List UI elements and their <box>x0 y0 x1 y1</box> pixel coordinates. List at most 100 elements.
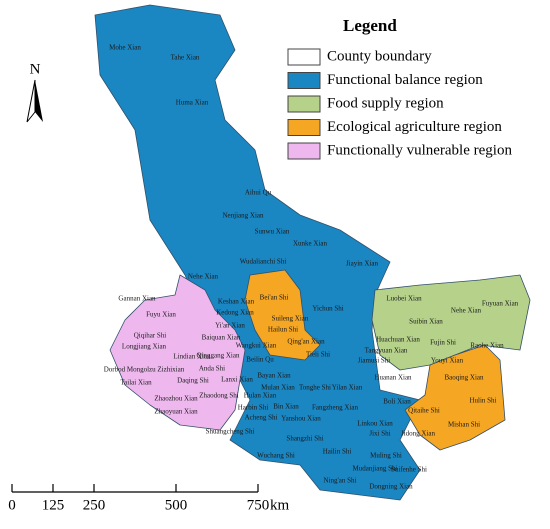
county-label: Dongning Xian <box>369 483 413 491</box>
legend-label: Functional balance region <box>327 72 483 88</box>
county-label: Raohe Xian <box>470 342 504 350</box>
county-label: Jixi Shi <box>369 430 390 438</box>
county-label: Mohe Xian <box>109 44 141 52</box>
county-label: Sunwu Xian <box>255 228 290 236</box>
county-label: Wuchang Shi <box>257 452 295 460</box>
legend-swatch <box>287 142 321 160</box>
county-label: Fuyu Xian <box>146 311 176 319</box>
county-label: Xunke Xian <box>293 240 328 248</box>
county-label: Mudanjiang Shi <box>353 465 398 473</box>
county-label: Hailin Shi <box>323 448 352 456</box>
county-label: Bei'an Shi <box>260 294 289 302</box>
county-label: Youyi Xian <box>431 357 464 365</box>
county-label: Wudalianchi Shi <box>240 258 287 266</box>
county-label: Qitaihe Shi <box>408 407 440 415</box>
county-label: Linkou Xian <box>357 420 393 428</box>
scale-tick-label: 500 <box>165 497 188 513</box>
legend-swatch <box>287 48 321 66</box>
county-label: Qing'an Xian <box>287 338 325 346</box>
county-label: Jiayin Xian <box>346 260 379 268</box>
county-label: Shuangcheng Shi <box>206 428 255 436</box>
county-label: Boli Xian <box>383 398 411 406</box>
legend-label: County boundary <box>327 48 432 64</box>
county-label: Suileng Xian <box>272 315 309 323</box>
county-label: Daqing Shi <box>177 377 209 385</box>
county-label: Ning'an Shi <box>324 477 357 485</box>
county-label: Yi'an Xian <box>215 322 245 330</box>
county-label: Suibin Xian <box>409 318 443 326</box>
county-label: Mishan Shi <box>448 421 480 429</box>
county-label: Bayan Xian <box>257 372 291 380</box>
scale-tick-label: 0 <box>8 497 16 513</box>
county-label: Gannan Xian <box>118 295 156 303</box>
county-label: Tieli Shi <box>306 351 330 359</box>
county-label: Yilan Xian <box>332 384 363 392</box>
county-label: Muling Shi <box>370 452 402 460</box>
county-label: Tonghe Shi <box>299 384 331 392</box>
scale-tick-label: 750 <box>247 497 270 513</box>
county-label: Bin Xian <box>273 403 299 411</box>
legend-label: Functionally vulnerable region <box>327 142 512 158</box>
county-label: Baoqing Xian <box>444 374 484 382</box>
scale-tick-label: 125 <box>42 497 65 513</box>
north-arrow: N <box>26 61 43 123</box>
county-label: Yichun Shi <box>312 305 343 313</box>
county-label: Tahe Xian <box>171 54 200 62</box>
county-label: Qinggang Xian <box>197 352 240 360</box>
county-label: Tangyuan Xian <box>365 347 408 355</box>
county-label: Huachuan Xian <box>376 336 420 344</box>
county-label: Lanxi Xian <box>221 376 253 384</box>
arrow-half <box>35 80 43 122</box>
county-label: Harbin Shi <box>238 404 269 412</box>
county-label: Aihui Qu <box>245 189 272 197</box>
county-label: Hulin Shi <box>469 397 496 405</box>
county-label: Longjiang Xian <box>122 343 167 351</box>
scale-unit: km <box>270 497 290 513</box>
county-label: Huanan Xian <box>374 374 412 382</box>
county-label: Tailai Xian <box>120 379 152 387</box>
north-label: N <box>30 61 41 77</box>
county-label: Lindian Xian <box>173 353 211 361</box>
county-label: Fuyuan Xian <box>482 300 519 308</box>
county-label: Huma Xian <box>176 99 209 107</box>
county-label: Nehe Xian <box>188 273 219 281</box>
county-label: Zhaoyuan Xian <box>154 408 198 416</box>
legend-swatch <box>287 119 321 136</box>
county-label: Nenjiang Xian <box>222 212 264 220</box>
region-area <box>109 274 246 431</box>
county-label: Kedong Xian <box>216 309 254 317</box>
region-area <box>404 344 506 451</box>
legend-title: Legend <box>343 16 397 35</box>
region-area <box>371 274 531 371</box>
county-label: Zhaodong Shi <box>199 392 239 400</box>
scale-tick-label: 250 <box>83 497 106 513</box>
county-label: Shangzhi Shi <box>286 435 323 443</box>
county-label: Yanshou Xian <box>281 415 321 423</box>
legend-swatch <box>287 95 321 113</box>
county-label: Wangkui Xian <box>236 342 277 350</box>
county-label: Mulan Xian <box>261 384 295 392</box>
county-label: Suifenhe Shi <box>391 466 427 474</box>
county-label: Luobei Xian <box>386 295 422 303</box>
arrow-half <box>26 79 36 123</box>
legend-swatch <box>287 72 321 89</box>
county-label: Acheng Shi <box>245 414 278 422</box>
county-label: Beilin Qu <box>246 356 274 364</box>
county-label: Fangzheng Xian <box>312 404 359 412</box>
county-label: Baiquan Xian <box>202 334 241 342</box>
county-label: Keshan Xian <box>218 298 255 306</box>
county-label: Qiqihar Shi <box>134 332 167 340</box>
county-label: Fujin Shi <box>430 339 456 347</box>
legend-label: Ecological agriculture region <box>327 119 502 135</box>
county-label: Anda Shi <box>199 365 225 373</box>
region-area <box>244 269 321 361</box>
legend-label: Food supply region <box>327 95 444 111</box>
county-label: Dorbod Mongolzu Zizhixian <box>104 366 185 374</box>
county-label: Hulan Xian <box>244 392 277 400</box>
county-label: Zhaozhou Xian <box>154 395 198 403</box>
county-label: Jiamusi Shi <box>358 357 391 365</box>
county-label: Nehe Xian <box>451 307 482 315</box>
county-label: Hailun Shi <box>268 326 298 334</box>
